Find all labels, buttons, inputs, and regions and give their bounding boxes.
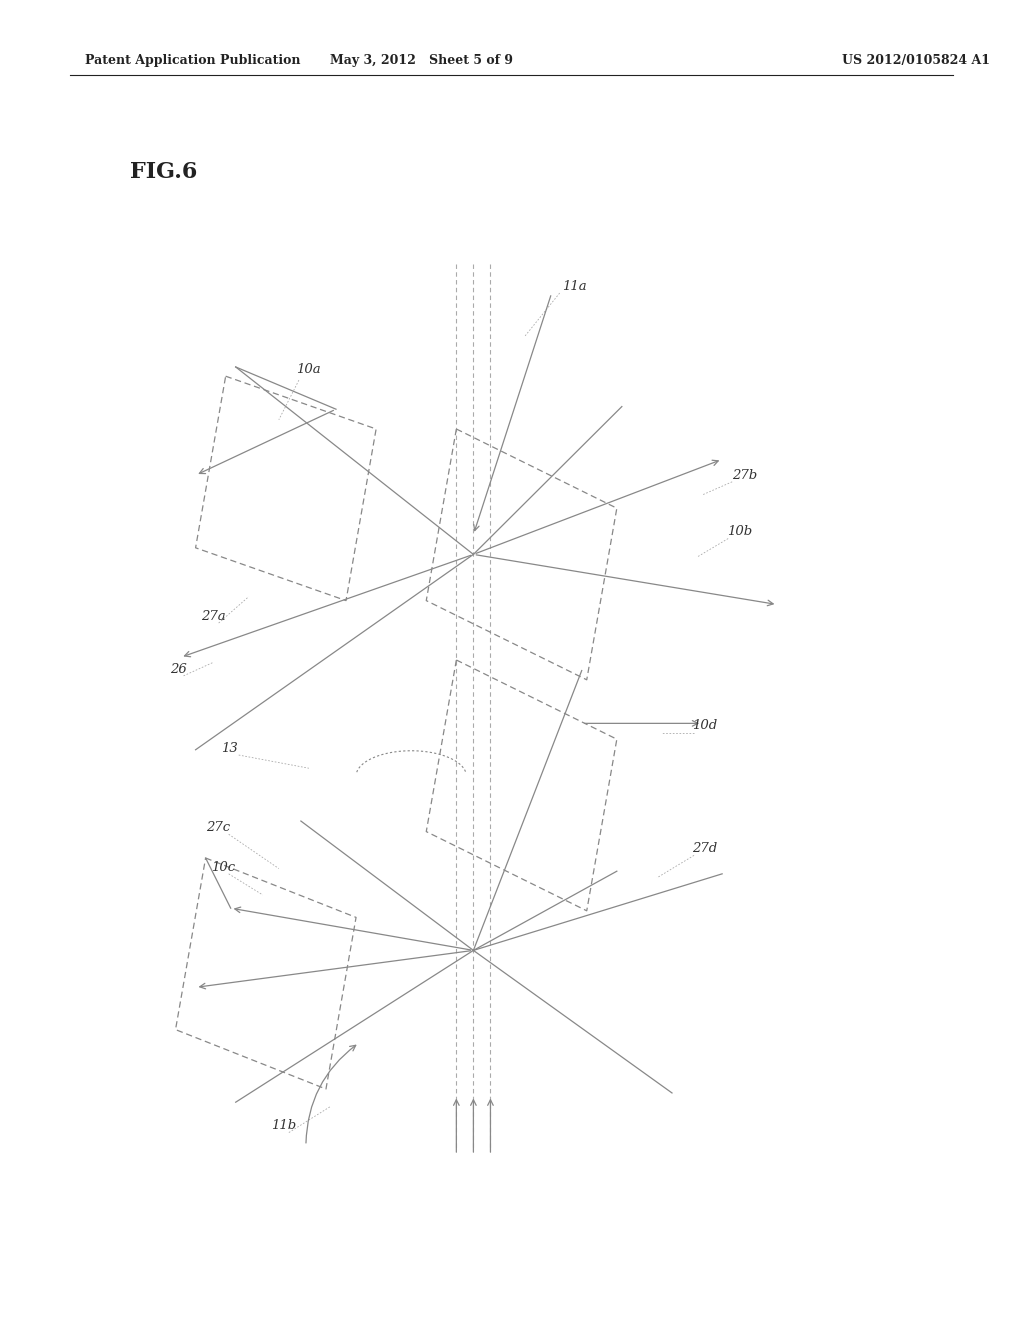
Text: 27c: 27c — [206, 821, 229, 834]
Text: May 3, 2012   Sheet 5 of 9: May 3, 2012 Sheet 5 of 9 — [330, 54, 513, 67]
Text: 13: 13 — [220, 742, 238, 755]
Text: 27a: 27a — [201, 610, 225, 623]
Text: FIG.6: FIG.6 — [130, 161, 198, 182]
Text: 10b: 10b — [727, 525, 753, 539]
Text: 26: 26 — [171, 663, 187, 676]
Text: 27d: 27d — [692, 842, 717, 855]
Text: 10c: 10c — [211, 861, 234, 874]
Text: US 2012/0105824 A1: US 2012/0105824 A1 — [843, 54, 990, 67]
Text: 27b: 27b — [732, 469, 758, 482]
Text: Patent Application Publication: Patent Application Publication — [85, 54, 301, 67]
Text: 11b: 11b — [270, 1119, 296, 1133]
Text: 10a: 10a — [296, 363, 321, 376]
Text: 11a: 11a — [562, 280, 587, 293]
Text: 10d: 10d — [692, 719, 717, 733]
